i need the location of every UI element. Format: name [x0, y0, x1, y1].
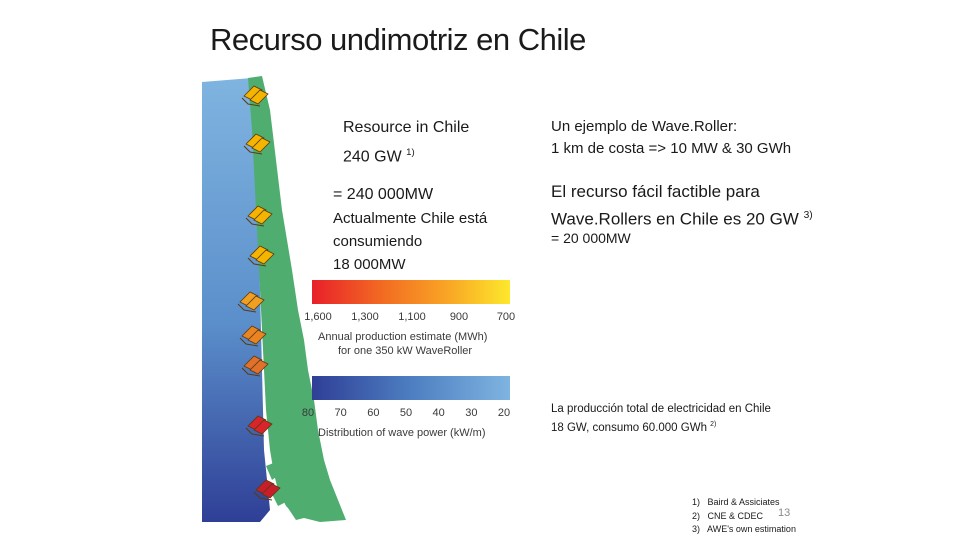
- legend-tick-label: 700: [497, 311, 515, 323]
- legend-tick-label: 20: [498, 407, 510, 419]
- feasible-line-1: El recurso fácil factible para: [551, 182, 760, 201]
- example-line-2: 1 km de costa => 10 MW & 30 GWh: [551, 140, 792, 157]
- resource-line-2: 240 GW 1): [343, 141, 415, 169]
- chile-wave-map: 1,600 1,300 1,100 900 700 Annual production …: [202, 76, 515, 522]
- production-line-1: La producción total de electricidad en C…: [551, 403, 771, 415]
- production-legend-label-1: Annual production estimate (MWh): [318, 331, 487, 343]
- production-value: 18 GW, consumo 60.000 GWh: [551, 421, 707, 434]
- page-number: 13: [778, 507, 791, 519]
- chile-land: [248, 76, 346, 522]
- reference-1-num: 1): [692, 497, 701, 507]
- legend-tick-label: 80: [302, 407, 314, 419]
- legend-tick-label: 60: [367, 407, 379, 419]
- waveroller-icon: [247, 245, 275, 267]
- waveroller-icon: [245, 205, 273, 227]
- production-ticks: 1,600 1,300 1,100 900 700: [304, 311, 515, 323]
- legend-tick-label: 1,100: [398, 311, 426, 323]
- resource-value: 240 GW: [343, 148, 402, 166]
- slide-title: Recurso undimotriz en Chile: [210, 22, 586, 57]
- feasible-footnote: 3): [803, 210, 813, 221]
- reference-2-text: CNE & CDEC: [707, 511, 764, 521]
- legend-tick-label: 900: [450, 311, 468, 323]
- waveroller-icon: [239, 325, 267, 347]
- production-footnote: 2): [710, 421, 717, 428]
- wave-power-legend-label: Distribution of wave power (kW/m): [318, 427, 486, 439]
- feasible-value: Wave.Rollers en Chile es 20 GW: [551, 209, 799, 229]
- waveroller-icons: [237, 85, 281, 501]
- waveroller-icon: [243, 133, 271, 155]
- legend-tick-label: 70: [335, 407, 347, 419]
- reference-3-num: 3): [692, 524, 701, 534]
- example-line-1: Un ejemplo de Wave.Roller:: [551, 118, 738, 135]
- feasible-line-3: = 20 000MW: [551, 230, 631, 246]
- feasible-line-2: Wave.Rollers en Chile es 20 GW 3): [551, 203, 813, 232]
- waveroller-icon: [241, 355, 269, 377]
- legend-tick-label: 40: [433, 407, 445, 419]
- reference-3: 3) AWE's own estimation: [692, 523, 796, 536]
- left-line-3: consumiendo: [333, 233, 423, 250]
- reference-1-text: Baird & Assiciates: [707, 497, 780, 507]
- left-line-4: 18 000MW: [333, 256, 406, 273]
- reference-3-text: AWE's own estimation: [707, 524, 796, 534]
- production-legend-label-2: for one 350 kW WaveRoller: [338, 345, 472, 357]
- left-line-2: Actualmente Chile está: [333, 210, 488, 227]
- wave-power-ticks: 80 70 60 50 40 30 20: [302, 407, 510, 419]
- legend-tick-label: 1,300: [351, 311, 379, 323]
- waveroller-icon: [253, 479, 281, 501]
- sea-strip: [202, 78, 270, 522]
- wave-power-color-bar: [312, 376, 510, 400]
- production-color-bar: [312, 280, 510, 304]
- reference-2-num: 2): [692, 511, 701, 521]
- waveroller-icon: [241, 85, 269, 107]
- southern-islands: [266, 462, 312, 520]
- reference-1: 1) Baird & Assiciates: [692, 496, 780, 509]
- resource-line-1: Resource in Chile: [343, 119, 470, 136]
- waveroller-icon: [237, 291, 265, 313]
- legend-tick-label: 50: [400, 407, 412, 419]
- legend-tick-label: 30: [465, 407, 477, 419]
- waveroller-icon: [245, 415, 273, 437]
- reference-2: 2) CNE & CDEC: [692, 510, 763, 523]
- left-line-1: = 240 000MW: [333, 186, 434, 203]
- resource-footnote: 1): [406, 147, 415, 158]
- legend-tick-label: 1,600: [304, 311, 332, 323]
- production-line-2: 18 GW, consumo 60.000 GWh 2): [551, 417, 716, 436]
